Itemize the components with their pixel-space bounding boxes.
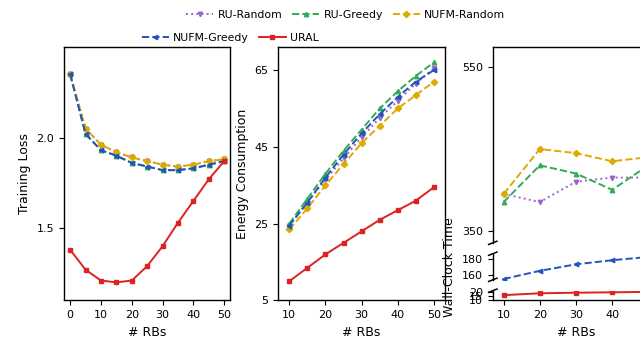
- RU-Random: [82, 126, 90, 131]
- Y-axis label: Energy Consumption: Energy Consumption: [236, 109, 249, 239]
- NUFM-Random: [159, 163, 166, 167]
- RU-Greedy: [143, 164, 151, 169]
- RU-Random: [97, 143, 105, 147]
- Line: RU-Random: RU-Random: [68, 72, 227, 169]
- X-axis label: # RBs: # RBs: [342, 326, 381, 339]
- RU-Greedy: [159, 168, 166, 172]
- NUFM-Greedy: [97, 148, 105, 152]
- Line: URAL: URAL: [68, 159, 227, 285]
- NUFM-Greedy: [143, 164, 151, 169]
- RU-Random: [159, 163, 166, 167]
- NUFM-Random: [174, 164, 182, 169]
- NUFM-Random: [205, 159, 212, 163]
- NUFM-Random: [82, 126, 90, 131]
- URAL: [189, 199, 197, 203]
- RU-Random: [220, 157, 228, 161]
- RU-Greedy: [205, 163, 212, 167]
- NUFM-Greedy: [220, 159, 228, 163]
- RU-Greedy: [189, 166, 197, 171]
- RU-Greedy: [97, 148, 105, 152]
- RU-Greedy: [82, 132, 90, 136]
- URAL: [67, 248, 74, 252]
- RU-Greedy: [220, 159, 228, 163]
- NUFM-Greedy: [113, 153, 120, 158]
- Line: RU-Greedy: RU-Greedy: [68, 72, 227, 172]
- NUFM-Greedy: [205, 163, 212, 167]
- NUFM-Greedy: [67, 72, 74, 76]
- RU-Random: [113, 150, 120, 154]
- X-axis label: # RBs: # RBs: [128, 326, 166, 339]
- URAL: [159, 244, 166, 248]
- Legend: NUFM-Greedy, URAL: NUFM-Greedy, URAL: [138, 29, 323, 48]
- Line: NUFM-Greedy: NUFM-Greedy: [68, 72, 227, 172]
- NUFM-Greedy: [82, 132, 90, 136]
- NUFM-Random: [113, 150, 120, 154]
- NUFM-Random: [67, 72, 74, 76]
- NUFM-Random: [220, 157, 228, 161]
- Line: NUFM-Random: NUFM-Random: [68, 72, 227, 169]
- RU-Random: [189, 163, 197, 167]
- RU-Random: [205, 159, 212, 163]
- Y-axis label: Training Loss: Training Loss: [18, 133, 31, 214]
- RU-Greedy: [67, 72, 74, 76]
- NUFM-Random: [128, 155, 136, 160]
- URAL: [128, 278, 136, 283]
- URAL: [113, 280, 120, 285]
- RU-Random: [174, 164, 182, 169]
- RU-Random: [128, 155, 136, 160]
- NUFM-Random: [143, 159, 151, 163]
- URAL: [220, 159, 228, 163]
- X-axis label: # RBs: # RBs: [557, 326, 595, 339]
- Legend: RU-Random, RU-Greedy, NUFM-Random: RU-Random, RU-Greedy, NUFM-Random: [182, 5, 509, 24]
- RU-Greedy: [113, 153, 120, 158]
- URAL: [97, 278, 105, 283]
- RU-Random: [143, 159, 151, 163]
- NUFM-Greedy: [189, 166, 197, 171]
- URAL: [82, 268, 90, 272]
- URAL: [205, 177, 212, 181]
- URAL: [174, 220, 182, 225]
- NUFM-Greedy: [128, 161, 136, 165]
- RU-Greedy: [174, 168, 182, 172]
- RU-Random: [67, 72, 74, 76]
- NUFM-Random: [189, 163, 197, 167]
- RU-Greedy: [128, 161, 136, 165]
- NUFM-Greedy: [159, 168, 166, 172]
- URAL: [143, 264, 151, 268]
- Y-axis label: Wall-Clock Time: Wall-Clock Time: [444, 217, 456, 317]
- NUFM-Greedy: [174, 168, 182, 172]
- NUFM-Random: [97, 143, 105, 147]
